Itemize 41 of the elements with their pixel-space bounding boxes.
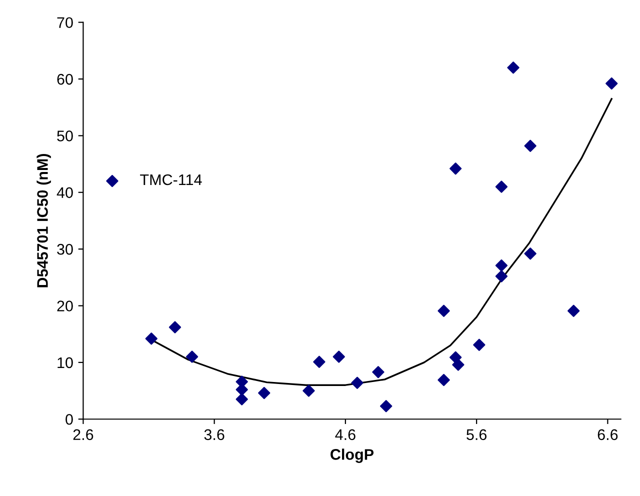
y-tick-label: 0 [66, 414, 73, 425]
point [372, 366, 384, 378]
x-tick-label: 3.6 [204, 429, 224, 440]
point [495, 270, 508, 282]
point [495, 180, 508, 193]
point [568, 304, 580, 317]
x-tick-label: 5.6 [466, 429, 487, 440]
point [495, 259, 508, 272]
point [258, 386, 270, 400]
point [351, 376, 364, 389]
point [524, 248, 536, 260]
y-tick-label: 60 [57, 74, 73, 85]
point [236, 393, 248, 406]
x-tick-label: 4.6 [335, 429, 356, 440]
x-tick-label: 6.6 [598, 429, 618, 440]
point [332, 350, 345, 363]
y-tick-label: 20 [57, 300, 73, 312]
y-tick-label: 10 [58, 357, 73, 368]
x-tick-label: 2.6 [73, 429, 94, 440]
point [524, 140, 536, 152]
y-tick-label: 40 [56, 187, 73, 198]
y-axis-title: D545701 IC50 (nM) [36, 154, 51, 288]
point [186, 350, 198, 363]
legend-label: TMC-114 [140, 174, 202, 186]
point [438, 374, 450, 386]
point [302, 384, 315, 397]
point [473, 338, 486, 351]
point [145, 332, 158, 345]
point [313, 356, 326, 368]
point [450, 162, 462, 175]
point [380, 400, 392, 412]
point [507, 62, 520, 74]
y-tick-label: 70 [57, 17, 73, 28]
point [606, 77, 618, 90]
y-tick-label: 30 [57, 244, 73, 255]
point [438, 304, 450, 317]
point [168, 321, 182, 334]
x-axis-title: ClogP [330, 448, 374, 463]
y-tick-label: 50 [57, 130, 73, 142]
point [452, 358, 464, 371]
point [450, 351, 462, 364]
